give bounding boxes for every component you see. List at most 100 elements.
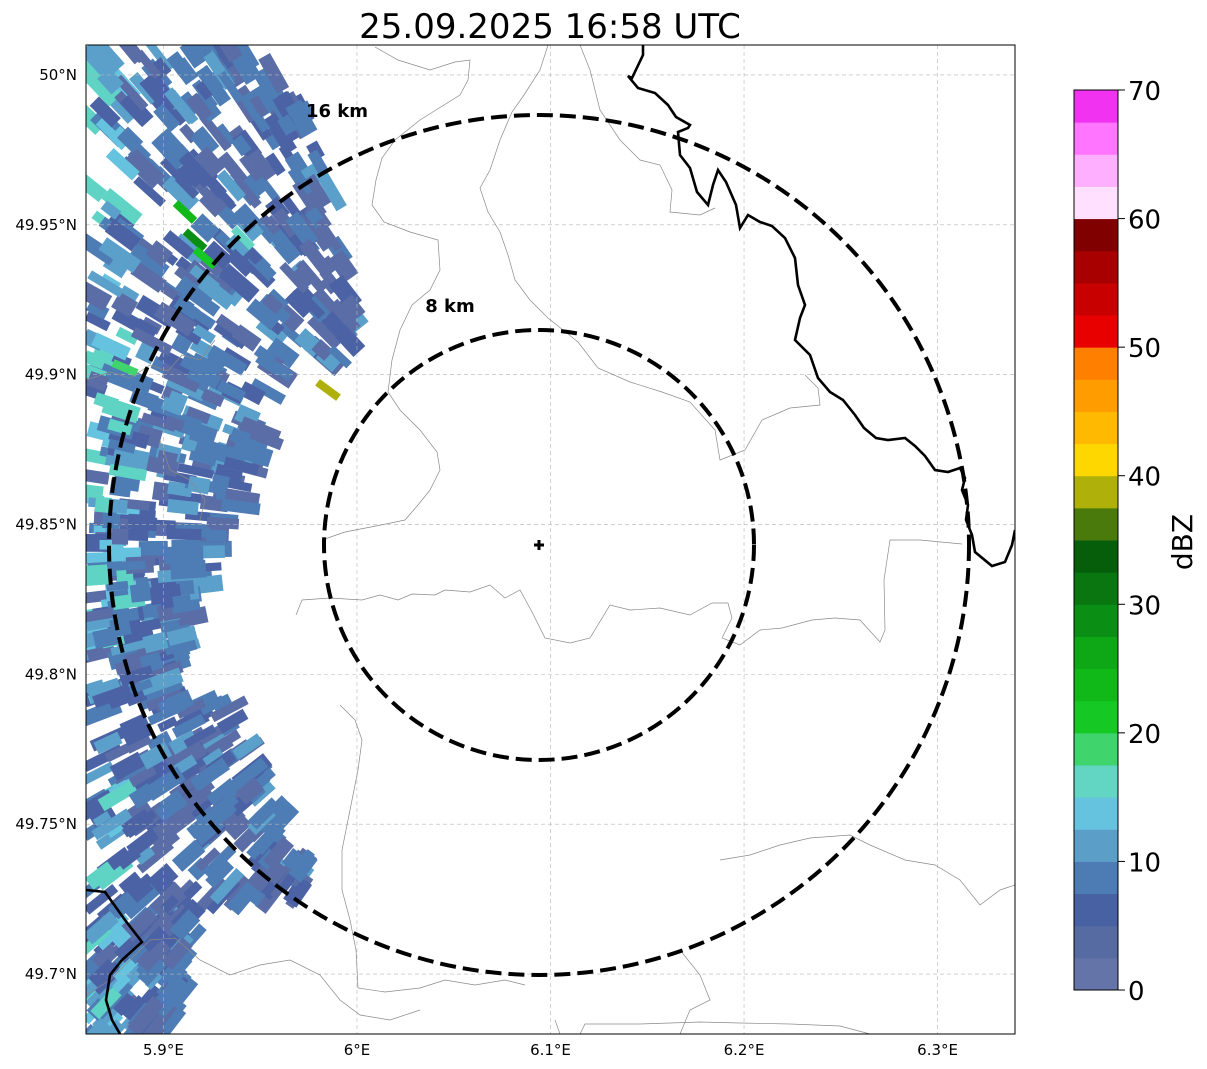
latitude-ticks: 50°N 49.95°N 49.9°N 49.85°N 49.8°N 49.75°N 49.… <box>15 66 77 983</box>
echo-gate-strong <box>111 359 139 377</box>
echo-gate <box>262 836 294 870</box>
echo-gate <box>141 412 177 432</box>
echo-gate <box>171 839 206 872</box>
echo-gate <box>86 371 110 392</box>
echo-gate <box>169 909 201 941</box>
colorbar-bin <box>1074 925 1118 959</box>
echo-gate <box>209 695 249 723</box>
echo-gate <box>253 345 277 366</box>
echo-gate <box>258 53 290 94</box>
echo-gate <box>109 989 136 1017</box>
lat-tick-label: 50°N <box>39 66 77 84</box>
lat-tick-label: 49.9°N <box>25 366 77 384</box>
echo-gate <box>195 64 231 107</box>
colorbar-tick-label: 30 <box>1128 591 1161 621</box>
echo-gate <box>249 378 286 405</box>
echo-gate <box>151 481 171 502</box>
echo-gate <box>263 112 297 155</box>
echo-gate <box>328 345 352 369</box>
country-border-southwest <box>86 888 144 1034</box>
echo-gate <box>128 243 170 280</box>
echo-gate <box>86 469 110 485</box>
echo-gate <box>199 113 232 152</box>
map-panel: 8 km 16 km <box>85 44 1016 1035</box>
echo-gate <box>239 93 271 133</box>
figure-title: 25.09.2025 16:58 UTC <box>359 7 741 47</box>
echo-gate <box>246 84 277 118</box>
echo-gate <box>247 797 281 830</box>
echo-gate <box>86 171 108 203</box>
echo-gate <box>124 369 154 394</box>
echo-gate <box>130 326 173 356</box>
echo-gate <box>131 841 156 866</box>
echo-gate <box>292 285 326 320</box>
echo-gate <box>174 174 200 200</box>
echo-gate <box>216 379 247 402</box>
colorbar-bin <box>1074 957 1118 991</box>
echo-gate <box>122 723 154 747</box>
longitude-ticks: 5.9°E 6°E 6.1°E 6.2°E 6.3°E <box>143 1041 958 1059</box>
echo-gate <box>281 848 303 870</box>
echo-gate <box>239 154 263 182</box>
echo-gate <box>86 910 119 945</box>
echo-gate <box>216 169 246 202</box>
echo-gate <box>130 261 167 293</box>
range-ring-8km-label: 8 km <box>425 296 475 317</box>
echo-gate <box>307 149 329 176</box>
echo-gate <box>127 513 148 529</box>
echo-gate <box>111 528 129 545</box>
echo-gate <box>177 161 206 190</box>
echo-gate <box>329 298 361 333</box>
echo-gate <box>86 53 102 77</box>
colorbar-ticks: 0 10 20 30 40 50 60 70 <box>1118 77 1161 1007</box>
echo-gate <box>127 995 165 1034</box>
echo-gate <box>99 539 124 550</box>
echo-gate <box>87 270 125 298</box>
echo-gate <box>229 427 270 453</box>
echo-gate <box>200 388 225 408</box>
echo-gate <box>190 133 209 152</box>
echo-gate <box>327 249 359 283</box>
colorbar-bins <box>1074 90 1118 991</box>
echo-gate <box>192 324 216 344</box>
colorbar-bin <box>1074 250 1118 284</box>
echo-gate <box>92 811 112 827</box>
colorbar-bin <box>1074 604 1118 637</box>
lat-tick-label: 49.95°N <box>15 216 77 234</box>
echo-gate <box>108 891 138 920</box>
echo-gate <box>178 151 214 188</box>
admin-boundary <box>295 539 963 646</box>
echo-gate <box>175 698 206 719</box>
reflectivity-echoes <box>86 45 369 1034</box>
echo-gate <box>111 291 139 318</box>
echo-gate <box>161 1006 187 1034</box>
range-ring-8km <box>322 328 756 762</box>
admin-boundary <box>579 1021 871 1034</box>
colorbar-bin <box>1074 765 1118 798</box>
colorbar-bin <box>1074 475 1118 509</box>
echo-gate <box>231 438 274 468</box>
echo-gate <box>295 259 327 294</box>
echo-gate <box>277 112 300 136</box>
echo-gate <box>216 123 237 146</box>
colorbar-tick-label: 0 <box>1128 977 1145 1007</box>
echo-gate <box>183 724 217 748</box>
echo-gate <box>91 808 133 841</box>
echo-gate <box>145 240 173 267</box>
echo-gate <box>108 498 128 514</box>
echo-gate <box>104 218 141 252</box>
admin-boundary <box>679 949 711 1034</box>
echo-gate <box>138 1019 167 1034</box>
radar-site-marker <box>534 540 544 550</box>
admin-boundary <box>579 45 716 216</box>
echo-gate <box>166 528 202 541</box>
echo-gate <box>112 973 131 993</box>
echo-gate <box>98 237 142 274</box>
echo-gate <box>152 830 176 852</box>
echo-gate <box>205 529 227 542</box>
echo-gate <box>183 880 203 900</box>
echo-gate <box>231 134 252 157</box>
echo-gate <box>172 57 199 86</box>
echo-gate <box>195 80 213 101</box>
echo-gate <box>253 822 286 856</box>
